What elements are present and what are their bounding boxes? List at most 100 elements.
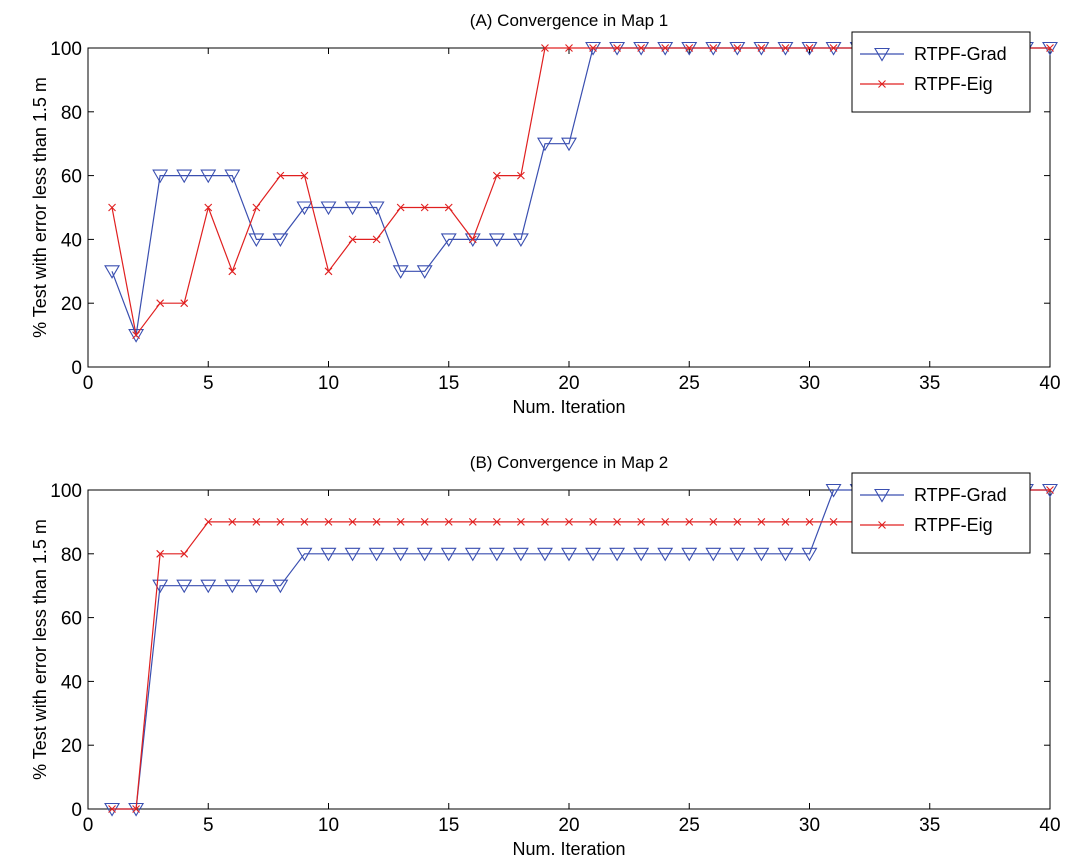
- data-point: [464, 233, 481, 247]
- data-point: [705, 547, 722, 562]
- x-tick-label: 5: [203, 815, 214, 836]
- data-point: [657, 547, 674, 562]
- y-axis-label: % Test with error less than 1.5 m: [30, 77, 50, 338]
- x-tick-label: 20: [558, 815, 579, 836]
- data-point: [224, 579, 241, 594]
- data-point: [132, 805, 140, 813]
- data-point: [252, 518, 261, 526]
- data-point: [512, 233, 529, 247]
- data-point: [200, 579, 217, 594]
- data-point: [368, 547, 385, 562]
- data-point: [561, 137, 577, 152]
- data-point: [661, 518, 670, 526]
- y-tick-label: 20: [61, 736, 82, 757]
- data-point: [396, 518, 405, 526]
- x-tick-label: 35: [919, 815, 940, 836]
- data-point: [492, 518, 501, 526]
- data-point: [681, 547, 698, 562]
- data-point: [585, 547, 602, 562]
- data-point: [829, 44, 838, 52]
- data-point: [733, 518, 742, 526]
- data-point: [805, 44, 814, 52]
- data-point: [781, 44, 790, 52]
- y-tick-label: 40: [61, 672, 82, 693]
- data-point: [392, 547, 409, 562]
- x-axis-label: Num. Iteration: [512, 397, 625, 417]
- x-tick-label: 30: [799, 815, 820, 836]
- data-point: [344, 547, 361, 562]
- data-point: [296, 201, 313, 216]
- data-point: [324, 518, 333, 526]
- data-point: [613, 44, 621, 52]
- data-point: [464, 547, 481, 562]
- data-point: [252, 203, 261, 212]
- x-tick-label: 0: [83, 373, 94, 394]
- y-tick-label: 40: [61, 230, 82, 251]
- y-tick-label: 100: [50, 39, 82, 60]
- data-point: [372, 518, 381, 526]
- data-point: [152, 169, 169, 184]
- data-point: [272, 579, 289, 594]
- x-tick-label: 20: [558, 373, 579, 394]
- data-point: [368, 201, 385, 216]
- data-point: [777, 547, 794, 562]
- y-tick-label: 20: [61, 294, 82, 315]
- data-point: [204, 203, 213, 212]
- data-point: [488, 233, 505, 247]
- data-point: [609, 547, 626, 562]
- y-tick-label: 80: [61, 545, 82, 566]
- data-point: [753, 547, 770, 562]
- data-point: [396, 203, 405, 212]
- data-point: [180, 549, 189, 558]
- data-point: [300, 518, 309, 526]
- data-point: [444, 203, 453, 212]
- data-point: [228, 518, 237, 526]
- x-tick-label: 15: [438, 815, 459, 836]
- data-point: [805, 518, 814, 526]
- data-point: [781, 518, 790, 526]
- legend-label: RTPF-Grad: [914, 485, 1007, 505]
- legend-marker: [878, 521, 886, 529]
- legend-label: RTPF-Eig: [914, 74, 993, 94]
- data-point: [488, 547, 505, 562]
- chart-title: (B) Convergence in Map 2: [470, 453, 668, 472]
- data-point: [320, 201, 337, 216]
- data-point: [224, 169, 241, 184]
- y-axis-label: % Test with error less than 1.5 m: [30, 519, 50, 780]
- data-point: [248, 233, 265, 247]
- legend-label: RTPF-Grad: [914, 44, 1007, 64]
- y-tick-label: 80: [61, 103, 82, 124]
- data-point: [637, 44, 646, 52]
- data-point: [685, 44, 694, 52]
- data-point: [348, 235, 357, 244]
- x-tick-label: 10: [318, 373, 339, 394]
- data-point: [108, 805, 116, 813]
- legend-marker: [874, 488, 890, 503]
- x-tick-label: 25: [679, 373, 700, 394]
- data-point: [561, 547, 577, 562]
- data-point: [276, 518, 285, 526]
- data-point: [320, 547, 337, 562]
- data-point: [276, 171, 285, 180]
- data-point: [176, 169, 193, 184]
- data-point: [661, 44, 670, 52]
- x-tick-label: 5: [203, 373, 214, 394]
- data-point: [633, 547, 650, 562]
- x-tick-label: 35: [919, 373, 940, 394]
- data-point: [733, 44, 742, 52]
- data-point: [729, 547, 746, 562]
- data-point: [272, 233, 289, 247]
- chart-panel-2: (B) Convergence in Map 2 0 5 10 15 20 25 30 35 40…: [30, 453, 1061, 859]
- data-point: [637, 518, 646, 526]
- data-point: [829, 518, 838, 526]
- legend-box: [851, 472, 1031, 554]
- data-point: [565, 518, 573, 526]
- data-point: [685, 518, 694, 526]
- x-tick-label: 40: [1039, 815, 1060, 836]
- x-tick-label: 40: [1039, 373, 1060, 394]
- data-point: [372, 235, 381, 244]
- y-tick-label: 60: [61, 167, 82, 188]
- data-point: [757, 44, 766, 52]
- data-point: [296, 547, 313, 562]
- data-point: [156, 549, 165, 558]
